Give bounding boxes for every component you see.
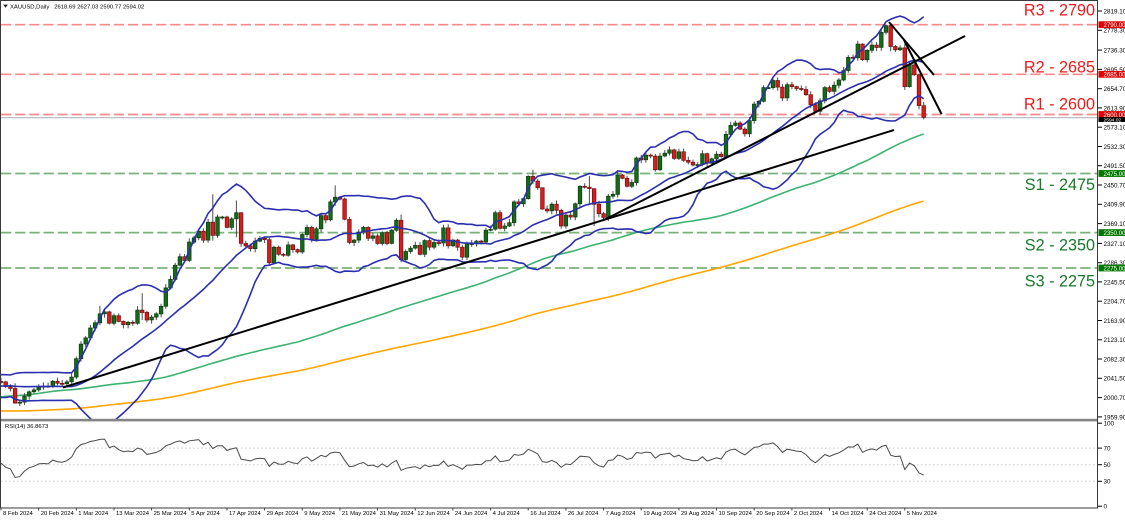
svg-text:20 Feb 2024: 20 Feb 2024 [41, 511, 75, 517]
svg-text:2000.70: 2000.70 [1104, 395, 1125, 402]
svg-text:2369.10: 2369.10 [1104, 221, 1125, 228]
svg-text:30: 30 [1104, 479, 1112, 486]
svg-text:21 May 2024: 21 May 2024 [342, 511, 377, 517]
svg-text:2041.50: 2041.50 [1104, 376, 1125, 383]
svg-text:100: 100 [1104, 421, 1115, 428]
svg-text:31 May 2024: 31 May 2024 [380, 511, 415, 517]
svg-text:2654.70: 2654.70 [1104, 86, 1125, 93]
svg-text:2450.70: 2450.70 [1104, 182, 1125, 189]
svg-text:2350.00: 2350.00 [1104, 230, 1125, 237]
svg-text:9 May 2024: 9 May 2024 [304, 511, 336, 517]
svg-text:0: 0 [1104, 504, 1108, 511]
svg-text:5 Nov 2024: 5 Nov 2024 [907, 511, 938, 517]
svg-text:S1 - 2475: S1 - 2475 [1025, 176, 1095, 194]
svg-text:5 Apr 2024: 5 Apr 2024 [191, 511, 220, 517]
svg-text:26 Jul 2024: 26 Jul 2024 [568, 511, 599, 517]
svg-text:2685.00: 2685.00 [1104, 72, 1125, 79]
svg-text:50: 50 [1104, 462, 1112, 469]
svg-text:10 Sep 2024: 10 Sep 2024 [719, 511, 753, 517]
svg-text:2819.10: 2819.10 [1104, 8, 1125, 15]
svg-text:2163.90: 2163.90 [1104, 318, 1125, 325]
svg-text:RSI(14) 36.8673: RSI(14) 36.8673 [5, 424, 49, 430]
svg-text:2409.90: 2409.90 [1104, 202, 1125, 209]
svg-text:R3 - 2790: R3 - 2790 [1024, 1, 1095, 19]
svg-text:24 Oct 2024: 24 Oct 2024 [869, 511, 902, 517]
svg-text:R2 - 2685: R2 - 2685 [1024, 58, 1095, 76]
svg-text:14 Oct 2024: 14 Oct 2024 [832, 511, 865, 517]
svg-text:2275.00: 2275.00 [1104, 265, 1125, 272]
svg-text:2 Oct 2024: 2 Oct 2024 [794, 511, 824, 517]
svg-text:24 Jun 2024: 24 Jun 2024 [455, 511, 488, 517]
svg-text:2491.50: 2491.50 [1104, 163, 1125, 170]
svg-text:12 Jun 2024: 12 Jun 2024 [417, 511, 450, 517]
svg-text:29 Aug 2024: 29 Aug 2024 [681, 511, 715, 517]
svg-text:2082.30: 2082.30 [1104, 356, 1125, 363]
svg-text:25 Mar 2024: 25 Mar 2024 [154, 511, 188, 517]
svg-text:XAUUSD,Daily 2618.69 2627.03: XAUUSD,Daily 2618.69 2627.03 2590.77 259… [10, 4, 144, 10]
svg-text:8 Feb 2024: 8 Feb 2024 [3, 511, 34, 517]
svg-text:2594.02: 2594.02 [1104, 117, 1122, 123]
svg-text:S2 - 2350: S2 - 2350 [1025, 236, 1095, 254]
svg-text:S3 - 2275: S3 - 2275 [1025, 272, 1095, 290]
svg-text:70: 70 [1104, 446, 1112, 453]
svg-text:7 Aug 2024: 7 Aug 2024 [606, 511, 637, 517]
svg-text:2790.00: 2790.00 [1104, 22, 1125, 29]
svg-text:2475.00: 2475.00 [1104, 171, 1125, 178]
svg-text:1 Mar 2024: 1 Mar 2024 [78, 511, 109, 517]
svg-text:20 Sep 2024: 20 Sep 2024 [756, 511, 790, 517]
svg-text:2573.10: 2573.10 [1104, 125, 1125, 132]
svg-text:16 Jul 2024: 16 Jul 2024 [530, 511, 561, 517]
svg-text:13 Mar 2024: 13 Mar 2024 [116, 511, 150, 517]
svg-text:2204.70: 2204.70 [1104, 299, 1125, 306]
svg-text:R1 - 2600: R1 - 2600 [1024, 95, 1095, 113]
svg-text:29 Apr 2024: 29 Apr 2024 [267, 511, 299, 517]
svg-text:2245.50: 2245.50 [1104, 279, 1125, 286]
svg-text:2532.30: 2532.30 [1104, 144, 1125, 151]
svg-text:2736.30: 2736.30 [1104, 48, 1125, 55]
svg-text:19 Aug 2024: 19 Aug 2024 [643, 511, 677, 517]
svg-text:2123.10: 2123.10 [1104, 337, 1125, 344]
svg-text:4 Jul 2024: 4 Jul 2024 [493, 511, 521, 517]
svg-text:2327.10: 2327.10 [1104, 241, 1125, 248]
svg-text:17 Apr 2024: 17 Apr 2024 [229, 511, 261, 517]
